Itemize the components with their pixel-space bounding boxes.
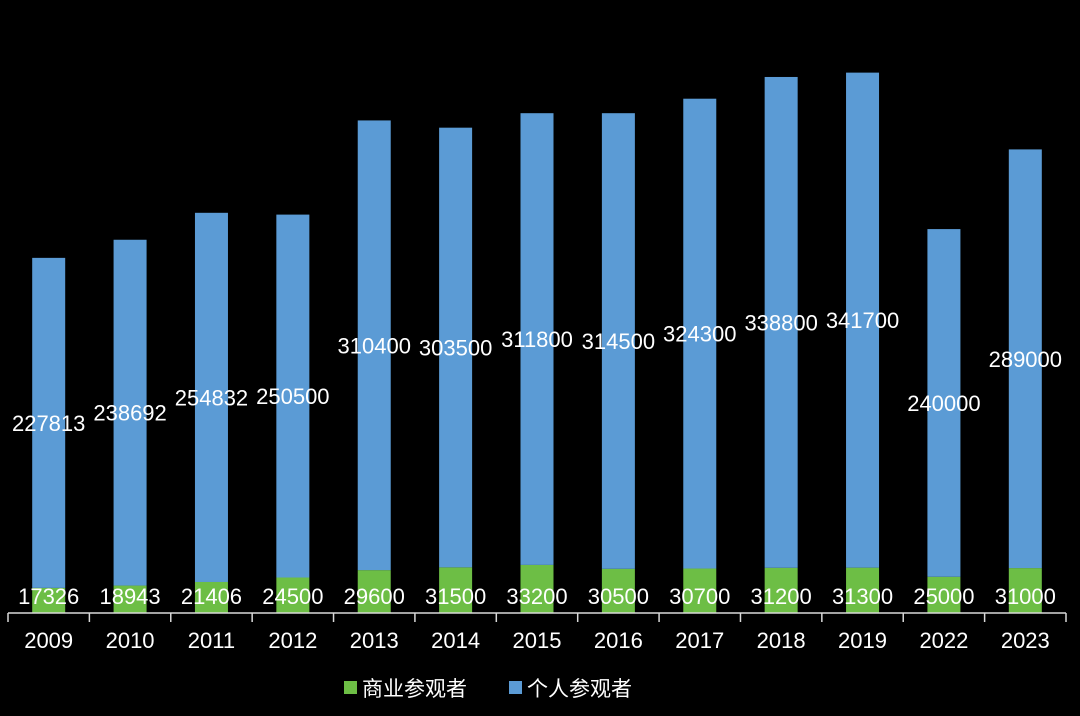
bar-commercial-2014 — [439, 567, 473, 613]
data-label-individual-2023: 289000 — [989, 347, 1062, 372]
x-tick-label-2012: 2012 — [268, 628, 317, 653]
data-label-individual-2011: 254832 — [175, 385, 248, 410]
data-label-commercial-2011: 21406 — [181, 584, 242, 609]
bar-individual-2013 — [357, 120, 391, 571]
x-tick-label-2009: 2009 — [24, 628, 73, 653]
legend-label-commercial: 商业参观者 — [362, 677, 467, 701]
legend-swatch-individual — [509, 681, 522, 694]
bar-individual-2019 — [846, 72, 880, 568]
bar-commercial-2016 — [601, 568, 635, 613]
data-label-individual-2017: 324300 — [663, 322, 736, 347]
data-labels-layer: 17326 227813 18943 238692 21406 254832 24500 25… — [12, 308, 1062, 609]
x-tick-label-2019: 2019 — [838, 628, 887, 653]
bar-individual-2009 — [32, 257, 66, 588]
legend-swatch-commercial — [344, 681, 357, 694]
data-label-individual-2012: 250500 — [256, 384, 329, 409]
data-label-commercial-2023: 31000 — [995, 584, 1056, 609]
x-tick-label-2014: 2014 — [431, 628, 480, 653]
bar-commercial-2019 — [846, 567, 880, 613]
bar-individual-2011 — [194, 212, 228, 582]
data-label-commercial-2014: 31500 — [425, 584, 486, 609]
bar-individual-2012 — [276, 214, 310, 578]
x-tick-label-2011: 2011 — [188, 628, 235, 653]
data-label-individual-2010: 238692 — [93, 401, 166, 426]
data-label-commercial-2013: 29600 — [344, 584, 405, 609]
data-label-commercial-2010: 18943 — [99, 584, 160, 609]
data-label-commercial-2019: 31300 — [832, 584, 893, 609]
bar-commercial-2023 — [1008, 568, 1042, 613]
data-label-commercial-2017: 30700 — [669, 584, 730, 609]
bar-commercial-2018 — [764, 567, 798, 613]
bar-individual-2017 — [683, 98, 717, 569]
data-label-commercial-2009: 17326 — [18, 584, 79, 609]
x-tick-label-2018: 2018 — [757, 628, 806, 653]
bar-commercial-2015 — [520, 564, 554, 613]
x-tick-label-2017: 2017 — [675, 628, 724, 653]
data-label-individual-2014: 303500 — [419, 336, 492, 361]
data-label-individual-2015: 311800 — [501, 327, 573, 352]
bar-commercial-2010 — [113, 585, 147, 613]
data-label-individual-2009: 227813 — [12, 411, 85, 436]
bar-individual-2010 — [113, 239, 147, 586]
bar-commercial-2011 — [194, 581, 228, 613]
data-label-commercial-2015: 33200 — [506, 584, 567, 609]
bar-individual-2016 — [601, 113, 635, 569]
bar-commercial-2013 — [357, 570, 391, 613]
bars-layer — [32, 72, 1042, 613]
data-label-individual-2019: 341700 — [826, 308, 899, 333]
data-label-individual-2016: 314500 — [582, 329, 655, 354]
x-tick-label-2015: 2015 — [513, 628, 562, 653]
data-label-individual-2022: 240000 — [907, 391, 980, 416]
bar-individual-2014 — [439, 127, 473, 568]
data-label-commercial-2018: 31200 — [751, 584, 812, 609]
bar-individual-2023 — [1008, 149, 1042, 569]
bar-commercial-2009 — [32, 587, 66, 613]
bar-commercial-2017 — [683, 568, 717, 613]
bar-individual-2015 — [520, 113, 554, 565]
x-tick-label-2023: 2023 — [1001, 628, 1050, 653]
data-label-commercial-2016: 30500 — [588, 584, 649, 609]
bar-individual-2018 — [764, 76, 798, 568]
bar-commercial-2012 — [276, 577, 310, 613]
legend-label-individual: 个人参观者 — [527, 677, 632, 701]
data-label-commercial-2012: 24500 — [262, 584, 323, 609]
data-label-individual-2013: 310400 — [338, 333, 411, 358]
x-tick-label-2010: 2010 — [106, 628, 155, 653]
data-label-individual-2018: 338800 — [744, 310, 817, 335]
x-axis-ticks: 2009 2010 2011 2012 2013 2014 2015 2016 2017 2018… — [7, 613, 1067, 653]
legend: 商业参观者 个人参观者 — [344, 677, 632, 701]
x-tick-label-2013: 2013 — [350, 628, 399, 653]
data-label-commercial-2022: 25000 — [913, 584, 974, 609]
bar-commercial-2022 — [927, 576, 961, 613]
x-tick-label-2022: 2022 — [919, 628, 968, 653]
x-tick-label-2016: 2016 — [594, 628, 643, 653]
bar-individual-2022 — [927, 229, 961, 577]
